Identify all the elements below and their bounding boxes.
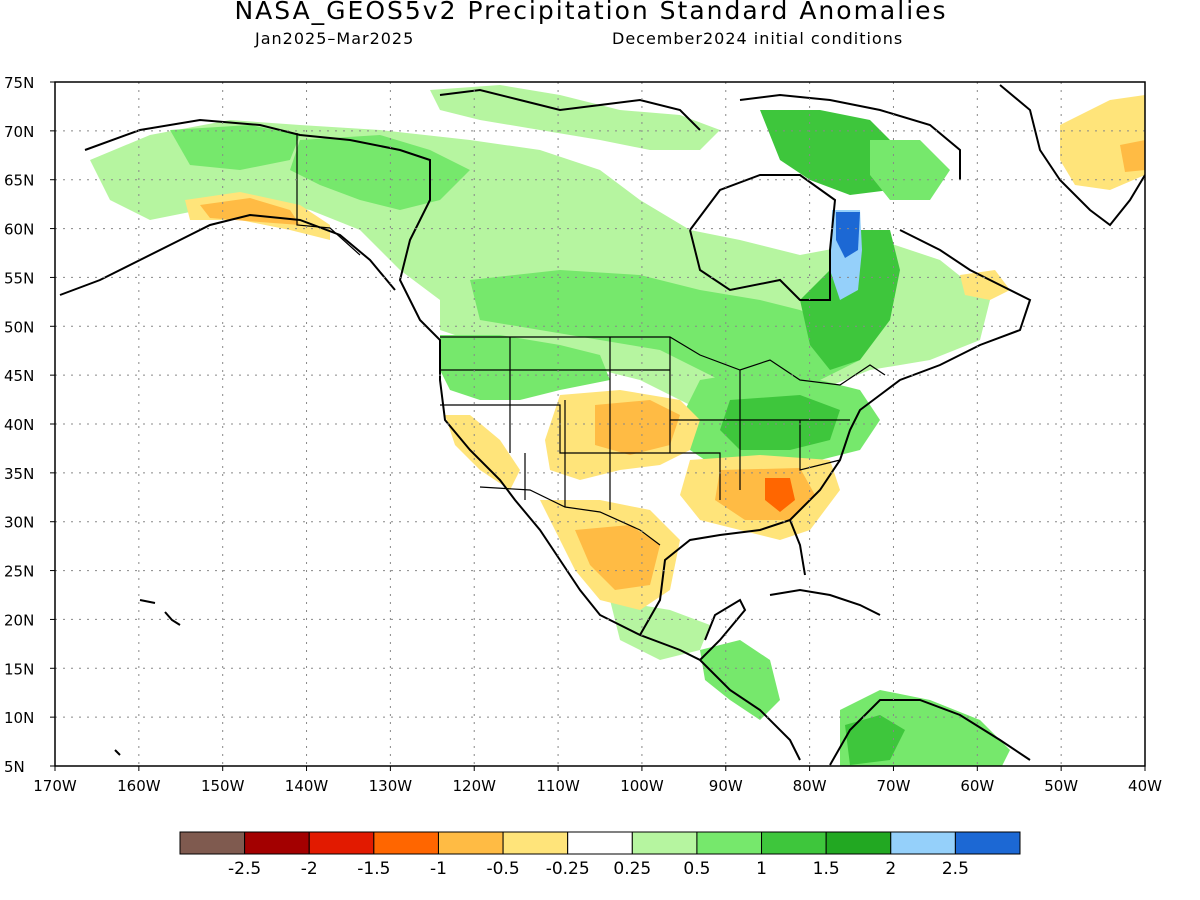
coast-arctic-islands [439,88,961,180]
lon-tick-label: 100W [620,777,664,795]
latitude-labels: 75N 70N 65N 60N 55N 50N 45N 40N 35N 30N 25N 20N 15N 1… [4,74,55,776]
longitude-labels: 170W 160W 150W 140W 130W 120W 110W 100W 90W 80W 70… [33,766,1162,795]
colorbar-label: 2 [885,859,896,879]
coast-gulf-of-mexico [639,518,806,636]
border-state-lines [440,337,850,510]
colorbar-swatch [890,831,956,855]
colorbar-label: -1 [430,859,447,879]
borders [296,133,886,546]
lon-tick-label: 90W [709,777,743,795]
lon-tick-label: 130W [369,777,413,795]
lon-tick-label: 140W [285,777,329,795]
colorbar-swatch [567,831,633,855]
very-dry-georgia [765,478,795,512]
wet-region-south-america-core [845,715,905,765]
lat-tick-label: 45N [4,367,34,385]
lon-tick-label: 170W [33,777,77,795]
wet-region-quebec [800,230,900,370]
colorbar-swatch [437,831,504,855]
colorbar-swatch [502,831,569,855]
colorbar-swatch [179,831,246,855]
colorbar-label: -2 [301,859,318,879]
dry-region-mexico-core [575,525,660,590]
colorbar-swatch [631,831,698,855]
lat-tick-label: 30N [4,514,34,532]
lat-tick-label: 40N [4,416,34,434]
lat-tick-label: 55N [4,269,34,287]
lat-tick-label: 60N [4,221,34,239]
dry-region-plains-core [595,400,680,455]
lat-tick-label: 65N [4,172,34,190]
coast-yucatan [699,598,747,661]
lon-tick-label: 40W [1128,777,1162,795]
lat-tick-label: 35N [4,465,34,483]
lon-tick-label: 160W [117,777,161,795]
lat-tick-label: 25N [4,563,34,581]
lon-tick-label: 50W [1044,777,1078,795]
coastlines [59,84,1145,766]
forecast-period: Jan2025–Mar2025 [255,29,415,48]
lon-tick-label: 120W [452,777,496,795]
colorbar-label: -2.5 [228,859,261,879]
colorbar-swatch [373,831,439,855]
wet-region-pacific-northwest [440,335,610,400]
coast-north-america-west [84,118,801,761]
border-us-canada [440,336,886,386]
initial-conditions: December2024 initial conditions [612,29,904,48]
lat-tick-label: 10N [4,709,34,727]
colorbar-swatch [696,831,763,855]
coast-alaska-south [59,213,396,296]
border-alaska-canada [296,133,361,256]
wet-region-ohio-core [720,395,840,450]
colorbar-label: -0.25 [546,859,590,879]
colorbar-label: 1.5 [813,859,840,879]
wet-region-high-arctic [430,85,720,150]
wet-region-alaska-north [170,125,300,170]
anomaly-fields [90,85,1145,766]
lat-tick-label: 15N [4,660,34,678]
coast-hudson-bay [689,174,837,301]
colorbar-label: 2.5 [942,859,969,879]
lat-tick-label: 50N [4,318,34,336]
dry-region-california [445,415,520,490]
coast-south-america [829,699,1031,766]
colorbar-label: -1.5 [357,859,390,879]
lon-tick-label: 80W [793,777,827,795]
colorbar: -2.5 -2 -1.5 -1 -0.5 -0.25 0.25 0.5 1 1.5 2 2.5 [179,831,1021,879]
colorbar-swatch [825,831,892,855]
lon-tick-label: 150W [201,777,245,795]
lon-tick-label: 60W [960,777,994,795]
coast-greenland [999,84,1145,227]
colorbar-label: -0.5 [486,859,519,879]
colorbar-label: 0.5 [683,859,710,879]
wet-region-central-canada [470,270,860,400]
border-us-mexico [479,486,661,546]
lon-tick-label: 110W [536,777,580,795]
colorbar-swatch [308,831,375,855]
lat-tick-label: 70N [4,123,34,141]
coast-hawaii [114,599,181,756]
coast-cuba [769,588,881,616]
lon-tick-label: 70W [877,777,911,795]
colorbar-label: 1 [756,859,767,879]
extreme-wet-hudson-core [836,212,860,258]
grid-lines [55,82,1145,766]
wet-region-canada-core [290,135,470,210]
lat-tick-label: 75N [4,74,34,92]
colorbar-swatch [954,831,1021,855]
map-title: NASA_GEOS5v2 Precipitation Standard Anom… [234,0,948,25]
colorbar-swatch [761,831,827,855]
dry-region-newfoundland [960,270,1010,300]
wet-region-greenland-west [870,140,950,200]
dry-region-greenland-core [1120,140,1145,172]
wet-region-mexico-south [610,600,710,660]
colorbar-swatch [244,831,310,855]
dry-region-greenland [1060,95,1145,190]
lat-tick-label: 5N [4,758,25,776]
coast-atlantic [789,229,1032,521]
lat-tick-label: 20N [4,611,34,629]
colorbar-label: 0.25 [613,859,651,879]
wet-region-central-america [700,640,780,720]
